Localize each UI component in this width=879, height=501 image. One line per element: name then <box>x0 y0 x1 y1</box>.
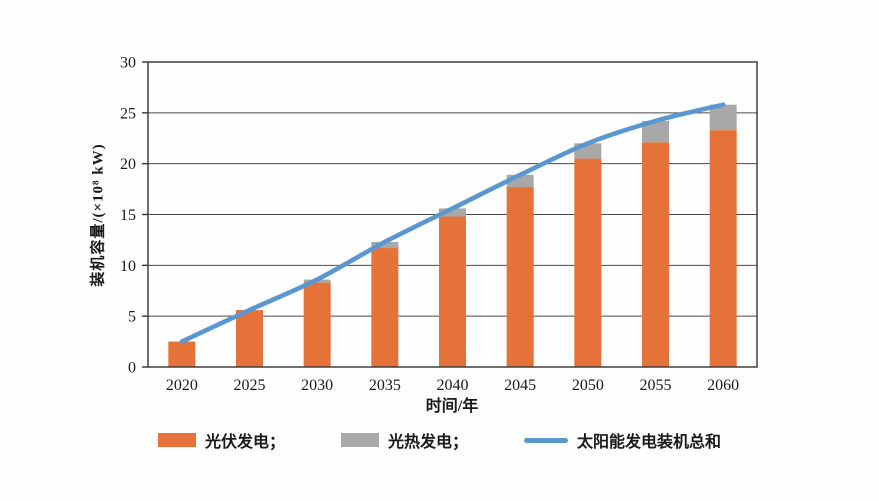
bar-segment-csp-2035 <box>371 241 399 249</box>
legend-item-pv: 光伏发电； <box>157 428 285 452</box>
bar-segment-pv-2050 <box>574 158 602 367</box>
bar-segment-pv-2035 <box>371 248 399 367</box>
total-line-swatch <box>524 437 568 443</box>
bar-segment-csp-2055 <box>642 120 669 143</box>
x-tick-label: 2055 <box>640 377 672 394</box>
bar-segment-pv-2045 <box>506 187 534 367</box>
total-line <box>179 102 726 344</box>
x-axis-title: 时间/年 <box>425 398 479 415</box>
pv-legend-label: 光伏发电； <box>204 434 285 451</box>
bar-segment-pv-2060 <box>709 130 737 367</box>
x-tick-label: 2035 <box>369 377 401 394</box>
total-legend-label: 太阳能发电装机总和 <box>577 434 722 451</box>
x-tick-label: 2040 <box>437 377 469 394</box>
x-tick-label: 2060 <box>707 377 739 394</box>
bar-segment-pv-2025 <box>236 310 263 367</box>
csp-legend-label: 光热发电； <box>387 434 468 451</box>
x-tick-label: 2020 <box>166 377 198 394</box>
bar-segment-pv-2055 <box>642 142 669 367</box>
csp-bar-swatch <box>340 433 379 447</box>
y-tick-label: 30 <box>120 55 136 72</box>
y-tick-label: 0 <box>128 360 136 377</box>
bar-segment-pv-2020 <box>168 341 196 367</box>
y-tick-label: 15 <box>120 207 136 224</box>
bar-segment-pv-2030 <box>303 282 331 367</box>
legend-item-csp: 光热发电； <box>340 428 468 452</box>
y-tick-label: 5 <box>128 309 136 326</box>
y-tick-label: 10 <box>120 258 136 275</box>
pv-bar-swatch <box>157 433 196 447</box>
legend-item-total: 太阳能发电装机总和 <box>524 428 721 452</box>
y-tick-label: 20 <box>120 156 136 173</box>
legend: 光伏发电； 光热发电； 太阳能发电装机总和 <box>0 428 879 452</box>
bar-segment-csp-2040 <box>439 208 466 217</box>
x-tick-label: 2025 <box>234 377 266 394</box>
x-tick-label: 2050 <box>572 377 604 394</box>
bar-segment-pv-2040 <box>439 216 466 367</box>
x-tick-label: 2030 <box>301 377 333 394</box>
y-axis-title: 装机容量/(×10⁸ kW) <box>90 143 107 287</box>
y-tick-label: 25 <box>120 105 136 122</box>
x-tick-label: 2045 <box>504 377 536 394</box>
